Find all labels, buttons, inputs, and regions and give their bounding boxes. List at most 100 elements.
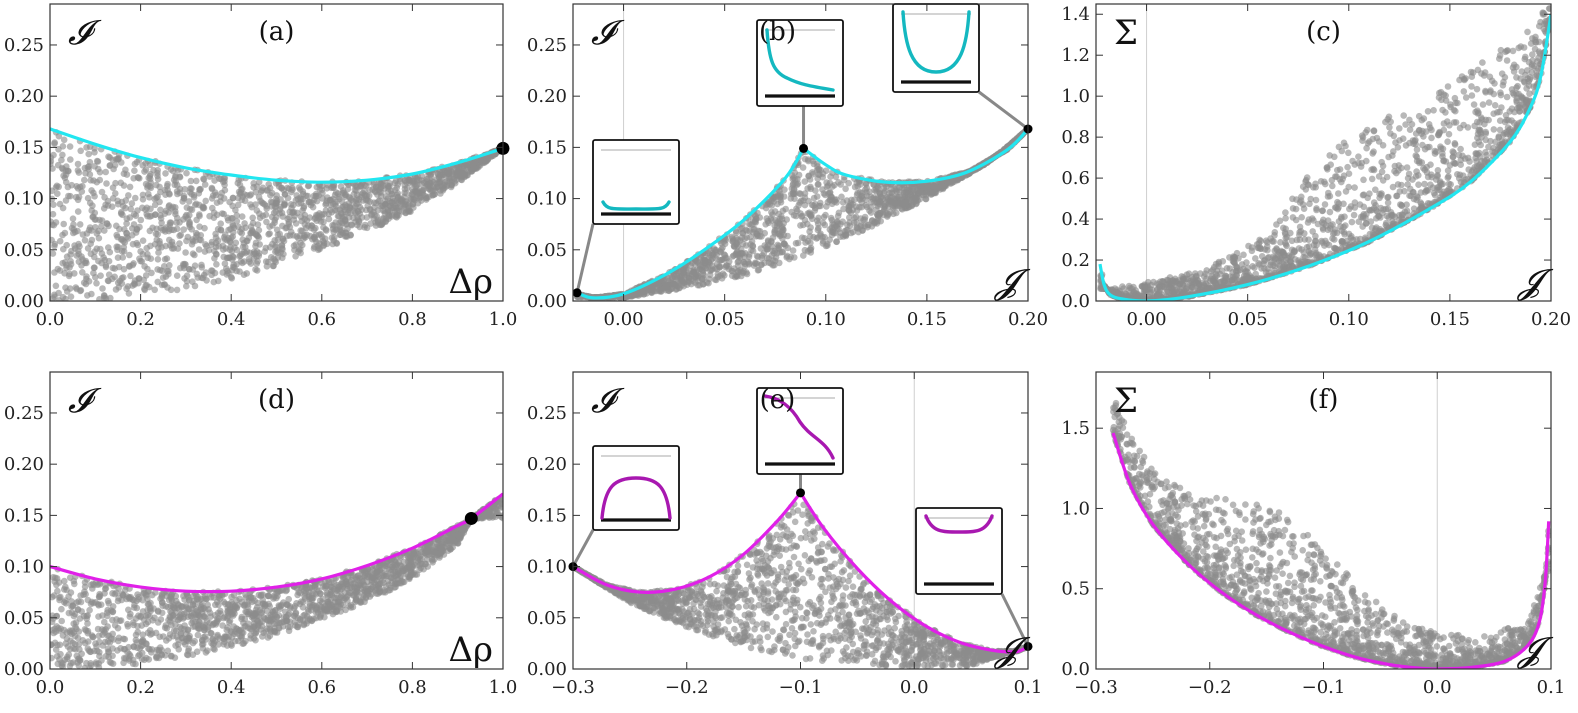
scatter-point	[1509, 47, 1517, 55]
scatter-point	[886, 200, 894, 207]
scatter-point	[885, 210, 892, 218]
scatter-point	[173, 272, 181, 280]
scatter-point	[1379, 177, 1387, 184]
scatter-point	[314, 242, 322, 250]
scatter-point	[826, 236, 833, 243]
scatter-point	[1375, 173, 1383, 180]
scatter-point	[811, 207, 819, 214]
scatter-point	[157, 206, 164, 214]
scatter-point	[276, 210, 283, 217]
scatter-point	[133, 158, 141, 166]
scatter-point	[230, 224, 238, 232]
scatter-point	[1402, 121, 1409, 128]
scatter-point	[70, 221, 77, 228]
scatter-point	[268, 189, 276, 197]
scatter-point	[167, 286, 175, 294]
scatter-point	[183, 282, 190, 290]
scatter-point	[144, 212, 151, 220]
scatter-point	[199, 274, 207, 282]
scatter-point	[742, 226, 750, 234]
panel-a: 0.0 0.2 0.4 0.6 0.8 1.00.000.050.100.150.200.…	[4, 3, 517, 330]
scatter-point	[425, 193, 433, 201]
scatter-point	[253, 260, 260, 268]
y-axis-label: 𝓘	[591, 13, 625, 53]
scatter-point	[1282, 215, 1289, 222]
scatter-point	[120, 243, 128, 251]
scatter-point	[184, 215, 191, 222]
scatter-point	[166, 236, 173, 244]
scatter-point	[827, 173, 834, 180]
scatter-point	[1248, 247, 1256, 255]
scatter-point	[319, 195, 326, 202]
scatter-point	[211, 189, 219, 196]
scatter-point	[249, 214, 256, 222]
scatter-point	[1413, 146, 1421, 153]
scatter-point	[829, 183, 836, 190]
inset-connector-line	[978, 90, 1029, 131]
scatter-point	[1482, 116, 1490, 124]
scatter-point	[189, 250, 197, 257]
scatter-point	[482, 158, 490, 165]
scatter-point	[741, 235, 748, 242]
scatter-point	[269, 262, 277, 270]
scatter-point	[66, 143, 74, 150]
scatter-point	[933, 183, 940, 191]
scatter-point	[1370, 127, 1378, 135]
scatter-point	[787, 195, 795, 202]
scatter-point	[1355, 153, 1362, 160]
scatter-point	[1479, 59, 1486, 66]
scatter-point	[59, 293, 67, 301]
scatter-point	[413, 188, 420, 196]
scatter-point	[144, 182, 152, 189]
scatter-point	[1468, 83, 1475, 90]
scatter-point	[76, 221, 84, 228]
scatter-point	[50, 221, 58, 229]
scatter-point	[144, 265, 151, 273]
scatter-point	[1309, 228, 1316, 235]
scatter-point	[120, 265, 128, 273]
scatter-point	[1383, 212, 1391, 220]
scatter-point	[146, 283, 153, 291]
scatter-point	[195, 246, 203, 253]
scatter-point	[853, 191, 861, 199]
scatter-point	[718, 246, 725, 253]
scatter-point	[169, 203, 177, 211]
scatter-point	[1457, 161, 1464, 168]
scatter-point	[779, 207, 787, 215]
scatter-point	[238, 196, 246, 204]
scatter-point	[804, 237, 812, 245]
scatter-point	[1447, 101, 1454, 108]
scatter-point	[1389, 212, 1397, 219]
scatter-point	[63, 241, 70, 249]
scatter-point	[1478, 158, 1485, 165]
scatter-point	[862, 186, 869, 193]
scatter-point	[329, 184, 337, 191]
scatter-point	[272, 242, 280, 249]
inset-box	[892, 3, 980, 93]
scatter-point	[126, 183, 134, 191]
scatter-point	[880, 205, 888, 212]
scatter-point	[378, 189, 385, 196]
scatter-point	[253, 207, 261, 214]
scatter-point	[281, 191, 289, 198]
scatter-point	[1523, 85, 1530, 92]
scatter-point	[177, 231, 185, 239]
scatter-point	[236, 252, 243, 260]
scatter-point	[141, 168, 148, 175]
scatter-point	[1423, 169, 1431, 176]
scatter-point	[1355, 159, 1362, 167]
scatter-point	[1317, 178, 1325, 185]
scatter-point	[1334, 198, 1341, 206]
scatter-point	[144, 254, 151, 262]
scatter-point	[374, 216, 382, 224]
scatter-point	[270, 209, 278, 217]
scatter-point	[71, 242, 78, 249]
y-tick-label: 0.10	[4, 189, 44, 210]
scatter-point	[916, 195, 924, 203]
scatter-point	[274, 249, 282, 256]
scatter-point	[252, 231, 260, 238]
scatter-point	[1504, 47, 1511, 54]
scatter-point	[119, 254, 127, 261]
scatter-point	[344, 209, 352, 216]
scatter-point	[1389, 218, 1396, 225]
